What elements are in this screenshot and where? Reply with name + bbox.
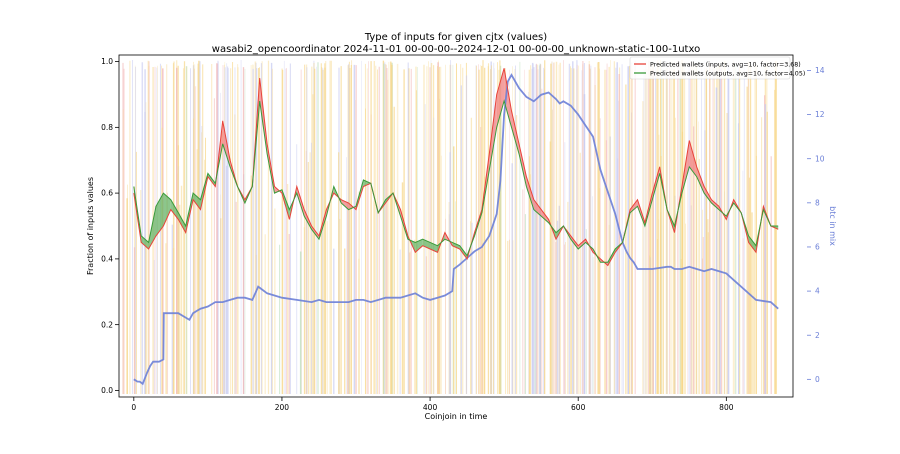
outputs-excess-fill <box>170 199 179 220</box>
inputs-excess-fill <box>578 239 586 249</box>
y-tick-label: 0.6 <box>101 189 113 198</box>
y-tick-label: 0.0 <box>101 386 113 395</box>
chart-subtitle: wasabi2_opencoordinator 2024-11-01 00-00… <box>212 44 700 55</box>
y-right-tick-label: 14 <box>815 66 825 75</box>
y-tick-label: 0.8 <box>101 123 113 132</box>
inputs-series-line <box>133 68 779 267</box>
y-axis-label: Fraction of inputs values <box>86 177 95 275</box>
legend-label-outputs: Predicted wallets (outputs, avg=10, fact… <box>650 70 805 77</box>
outputs-excess-fill <box>178 212 186 233</box>
y-right-tick-label: 0 <box>815 375 820 384</box>
outputs-excess-fill <box>452 242 460 249</box>
x-tick-label: 400 <box>423 403 438 412</box>
y-tick-label: 0.4 <box>101 254 113 263</box>
inputs-excess-fill <box>519 143 527 187</box>
legend-label-inputs: Predicted wallets (inputs, avg=10, facto… <box>650 61 801 68</box>
inputs-excess-fill <box>711 199 719 210</box>
x-tick-label: 800 <box>719 403 734 412</box>
outputs-excess-fill <box>141 235 149 249</box>
x-tick-label: 0 <box>131 403 136 412</box>
x-axis: 0 200 400 600 800 <box>131 397 734 412</box>
y-right-tick-label: 6 <box>815 243 820 252</box>
y-right-tick-label: 8 <box>815 198 820 207</box>
y-axis: 0.0 0.2 0.4 0.6 0.8 1.0 <box>101 57 119 395</box>
inputs-excess-fill <box>526 176 534 210</box>
inputs-excess-fill <box>511 110 519 154</box>
outputs-excess-fill <box>193 193 201 210</box>
outputs-excess-fill <box>748 235 756 253</box>
inputs-excess-fill <box>504 68 512 128</box>
series-lines <box>133 68 779 386</box>
outputs-excess-fill <box>415 239 423 253</box>
y-axis-right: 0 2 4 6 8 10 12 14 <box>807 66 825 384</box>
inputs-excess-fill <box>689 140 697 177</box>
y-right-tick-label: 2 <box>815 331 820 340</box>
outputs-excess-fill <box>363 180 371 187</box>
outputs-series-line <box>133 99 779 263</box>
x-axis-label: Coinjoin in time <box>425 412 488 421</box>
inputs-excess-fill <box>274 186 282 194</box>
legend-box <box>629 56 791 80</box>
x-tick-label: 200 <box>275 403 290 412</box>
y-right-tick-label: 12 <box>815 110 825 119</box>
background-stripes <box>122 60 777 394</box>
chart-title: Type of inputs for given cjtx (values) <box>364 32 547 43</box>
inputs-excess-fill <box>496 68 505 128</box>
btc-in-mix-line <box>133 73 779 386</box>
inputs-excess-fill <box>489 94 497 171</box>
x-tick-label: 600 <box>571 403 586 412</box>
y-axis-right-label: btc in mix <box>828 206 837 246</box>
y-right-tick-label: 10 <box>815 154 825 163</box>
inputs-excess-fill <box>533 199 542 217</box>
legend: Predicted wallets (inputs, avg=10, facto… <box>629 56 805 80</box>
inputs-excess-fill <box>696 166 705 194</box>
y-tick-label: 0.2 <box>101 320 113 329</box>
plot-frame <box>118 54 794 398</box>
y-right-tick-label: 4 <box>815 287 820 296</box>
y-tick-label: 1.0 <box>101 57 113 66</box>
outputs-excess-fill <box>163 193 171 226</box>
